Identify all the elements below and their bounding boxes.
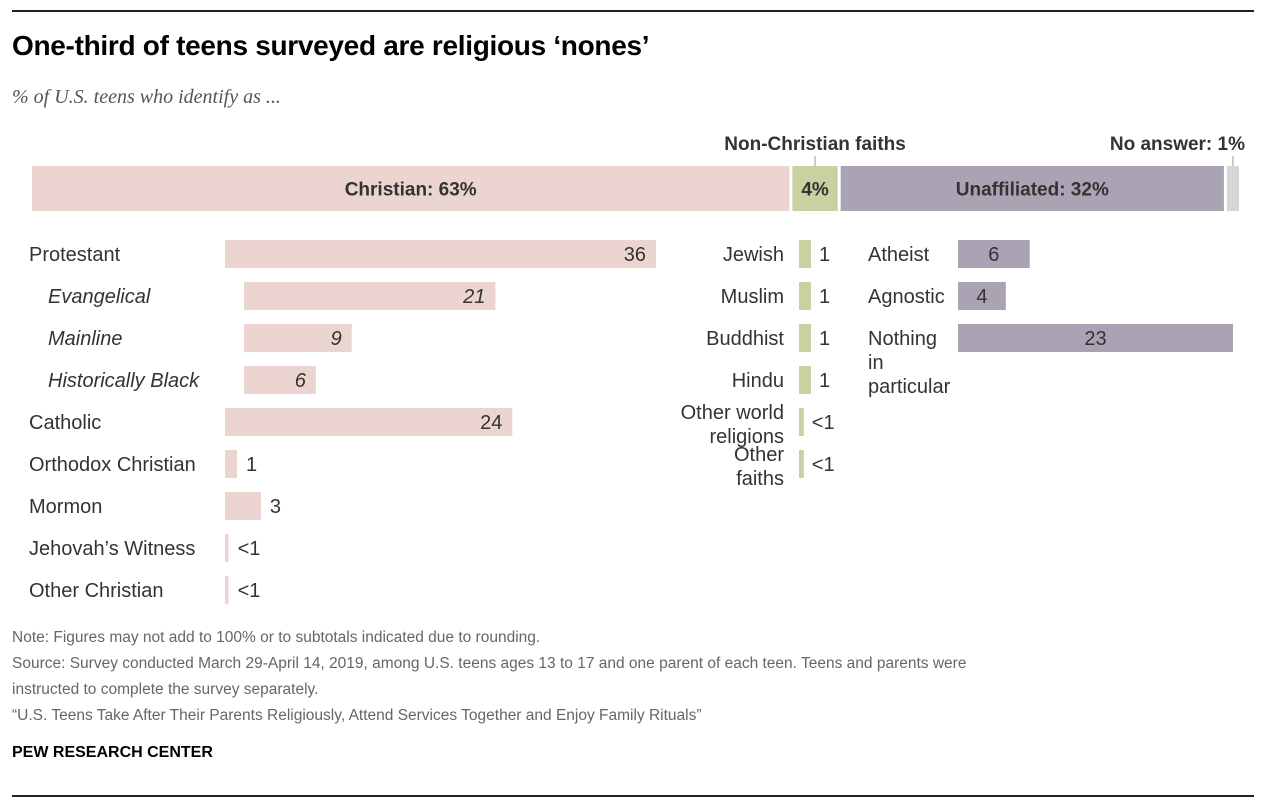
top-bar-segment-christian xyxy=(32,166,790,211)
christian-label-protestant: Protestant xyxy=(29,244,121,266)
unaffiliated-value-nothing-in-particular: 23 xyxy=(1084,328,1106,350)
non-christian-label-buddhist: Buddhist xyxy=(706,328,784,350)
unaffiliated-value-atheist: 6 xyxy=(988,244,999,266)
top-rule xyxy=(12,10,1254,12)
bottom-rule xyxy=(12,795,1254,797)
unaffiliated-bar-atheist xyxy=(958,240,1030,268)
christian-value-orthodox-christian: 1 xyxy=(246,454,257,476)
christian-value-catholic: 24 xyxy=(480,412,502,434)
christian-value-jehovah-s-witness: <1 xyxy=(238,538,261,560)
non-christian-label-other-faiths: Other faiths xyxy=(734,444,784,490)
christian-bar-other-christian xyxy=(225,576,229,604)
top-bar-label-unaffiliated: Unaffiliated: 32% xyxy=(956,180,1109,201)
christian-label-jehovah-s-witness: Jehovah’s Witness xyxy=(29,538,195,560)
christian-bar-mainline xyxy=(244,324,352,352)
no-answer-callout: No answer: 1% xyxy=(1110,134,1245,155)
non-christian-value-jewish: 1 xyxy=(819,244,830,266)
top-bar-segment-non-christian xyxy=(792,166,838,211)
note-text: Note: Figures may not add to 100% or to … xyxy=(12,629,541,646)
chart-subtitle: % of U.S. teens who identify as ... xyxy=(12,86,281,108)
unaffiliated-label-agnostic: Agnostic xyxy=(868,286,945,308)
top-bar-segment-no-answer xyxy=(1226,166,1239,211)
chart-title: One-third of teens surveyed are religiou… xyxy=(12,30,650,61)
source-text-line-1: Source: Survey conducted March 29-April … xyxy=(12,655,967,672)
christian-label-mormon: Mormon xyxy=(29,496,102,518)
non-christian-value-other-faiths: <1 xyxy=(812,454,835,476)
unaffiliated-value-agnostic: 4 xyxy=(976,286,987,308)
christian-label-evangelical: Evangelical xyxy=(48,286,151,308)
non-christian-label-muslim: Muslim xyxy=(721,286,784,308)
christian-label-mainline: Mainline xyxy=(48,328,122,350)
chart-notes: Note: Figures may not add to 100% or to … xyxy=(12,625,966,729)
christian-label-orthodox-christian: Orthodox Christian xyxy=(29,454,196,476)
christian-bar-jehovah-s-witness xyxy=(225,534,229,562)
non-christian-value-muslim: 1 xyxy=(819,286,830,308)
source-text-line-2: instructed to complete the survey separa… xyxy=(12,681,319,698)
christian-value-mainline: 9 xyxy=(331,328,342,350)
non-christian-bar-other-world-religions xyxy=(799,408,804,436)
brand-logo-text: PEW RESEARCH CENTER xyxy=(12,744,213,761)
non-christian-bar-hindu xyxy=(799,366,811,394)
non-christian-label-jewish: Jewish xyxy=(723,244,784,266)
non-christian-value-hindu: 1 xyxy=(819,370,830,392)
christian-bar-protestant xyxy=(225,240,656,268)
christian-label-historically-black: Historically Black xyxy=(48,370,200,392)
non-christian-bar-jewish xyxy=(799,240,811,268)
unaffiliated-bar-agnostic xyxy=(958,282,1006,310)
non-christian-label-hindu: Hindu xyxy=(732,370,784,392)
christian-label-catholic: Catholic xyxy=(29,412,101,434)
top-bar-label-non-christian: 4% xyxy=(801,180,829,201)
christian-value-mormon: 3 xyxy=(270,496,281,518)
non-christian-bar-buddhist xyxy=(799,324,811,352)
unaffiliated-label-nothing-in-particular: Nothing in particular xyxy=(868,328,951,398)
non-christian-bar-other-faiths xyxy=(799,450,804,478)
christian-value-other-christian: <1 xyxy=(238,580,261,602)
chart-canvas: Christian: 63% 4% Unaffiliated: 32% Non-Chr… xyxy=(29,134,1245,604)
christian-value-historically-black: 6 xyxy=(295,370,307,392)
christian-bar-orthodox-christian xyxy=(225,450,237,478)
christian-value-evangelical: 21 xyxy=(462,286,485,308)
christian-bar-mormon xyxy=(225,492,261,520)
non-christian-label-other-world-religions: Other world religions xyxy=(681,402,784,448)
christian-label-other-christian: Other Christian xyxy=(29,580,164,602)
christian-bar-historically-black xyxy=(244,366,316,394)
report-title-text: “U.S. Teens Take After Their Parents Rel… xyxy=(12,707,702,724)
christian-bar-evangelical xyxy=(244,282,496,310)
non-christian-value-other-world-religions: <1 xyxy=(812,412,835,434)
non-christian-value-buddhist: 1 xyxy=(819,328,830,350)
unaffiliated-label-atheist: Atheist xyxy=(868,244,930,266)
unaffiliated-bar-nothing-in-particular xyxy=(958,324,1233,352)
non-christian-callout: Non-Christian faiths xyxy=(724,134,906,155)
christian-value-protestant: 36 xyxy=(624,244,646,266)
top-bar-label-christian: Christian: 63% xyxy=(345,180,477,201)
non-christian-bar-muslim xyxy=(799,282,811,310)
christian-bar-catholic xyxy=(225,408,513,436)
top-bar-segment-unaffiliated xyxy=(840,166,1224,211)
